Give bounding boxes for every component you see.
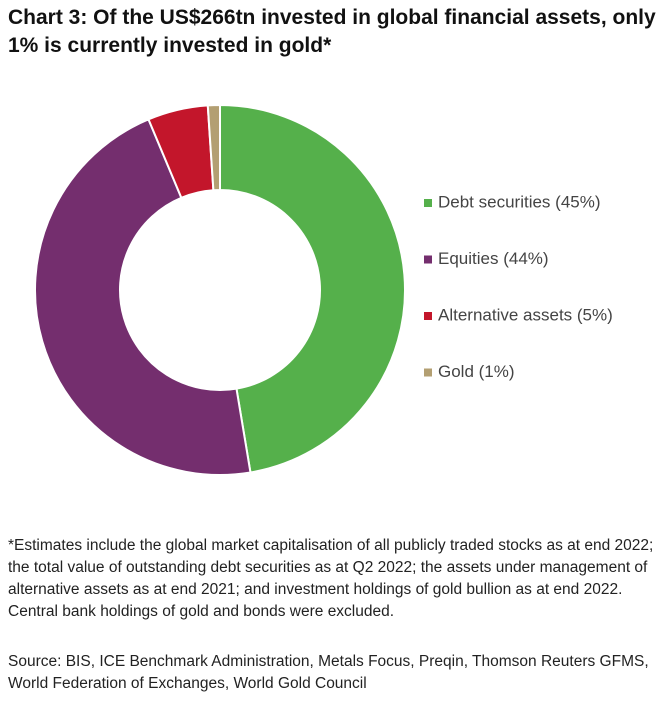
legend-swatch [424,199,432,207]
source: Source: BIS, ICE Benchmark Administratio… [8,653,649,692]
legend-label: Alternative assets (5%) [438,305,613,324]
legend-label: Equities (44%) [438,249,549,268]
donut-slice [206,103,221,192]
legend-label: Debt securities (45%) [438,192,601,211]
donut-slice [219,103,406,474]
donut-slice [34,118,252,476]
chart-title: Chart 3: Of the US$266tn invested in glo… [8,6,656,57]
legend-swatch [424,368,432,377]
footnote: *Estimates include the global market cap… [8,537,654,620]
legend-swatch [424,312,432,320]
chart: Debt securities (45%) Equities (44%) Alter… [34,103,613,476]
legend-label: Gold (1%) [438,362,515,381]
legend-swatch [424,255,432,264]
